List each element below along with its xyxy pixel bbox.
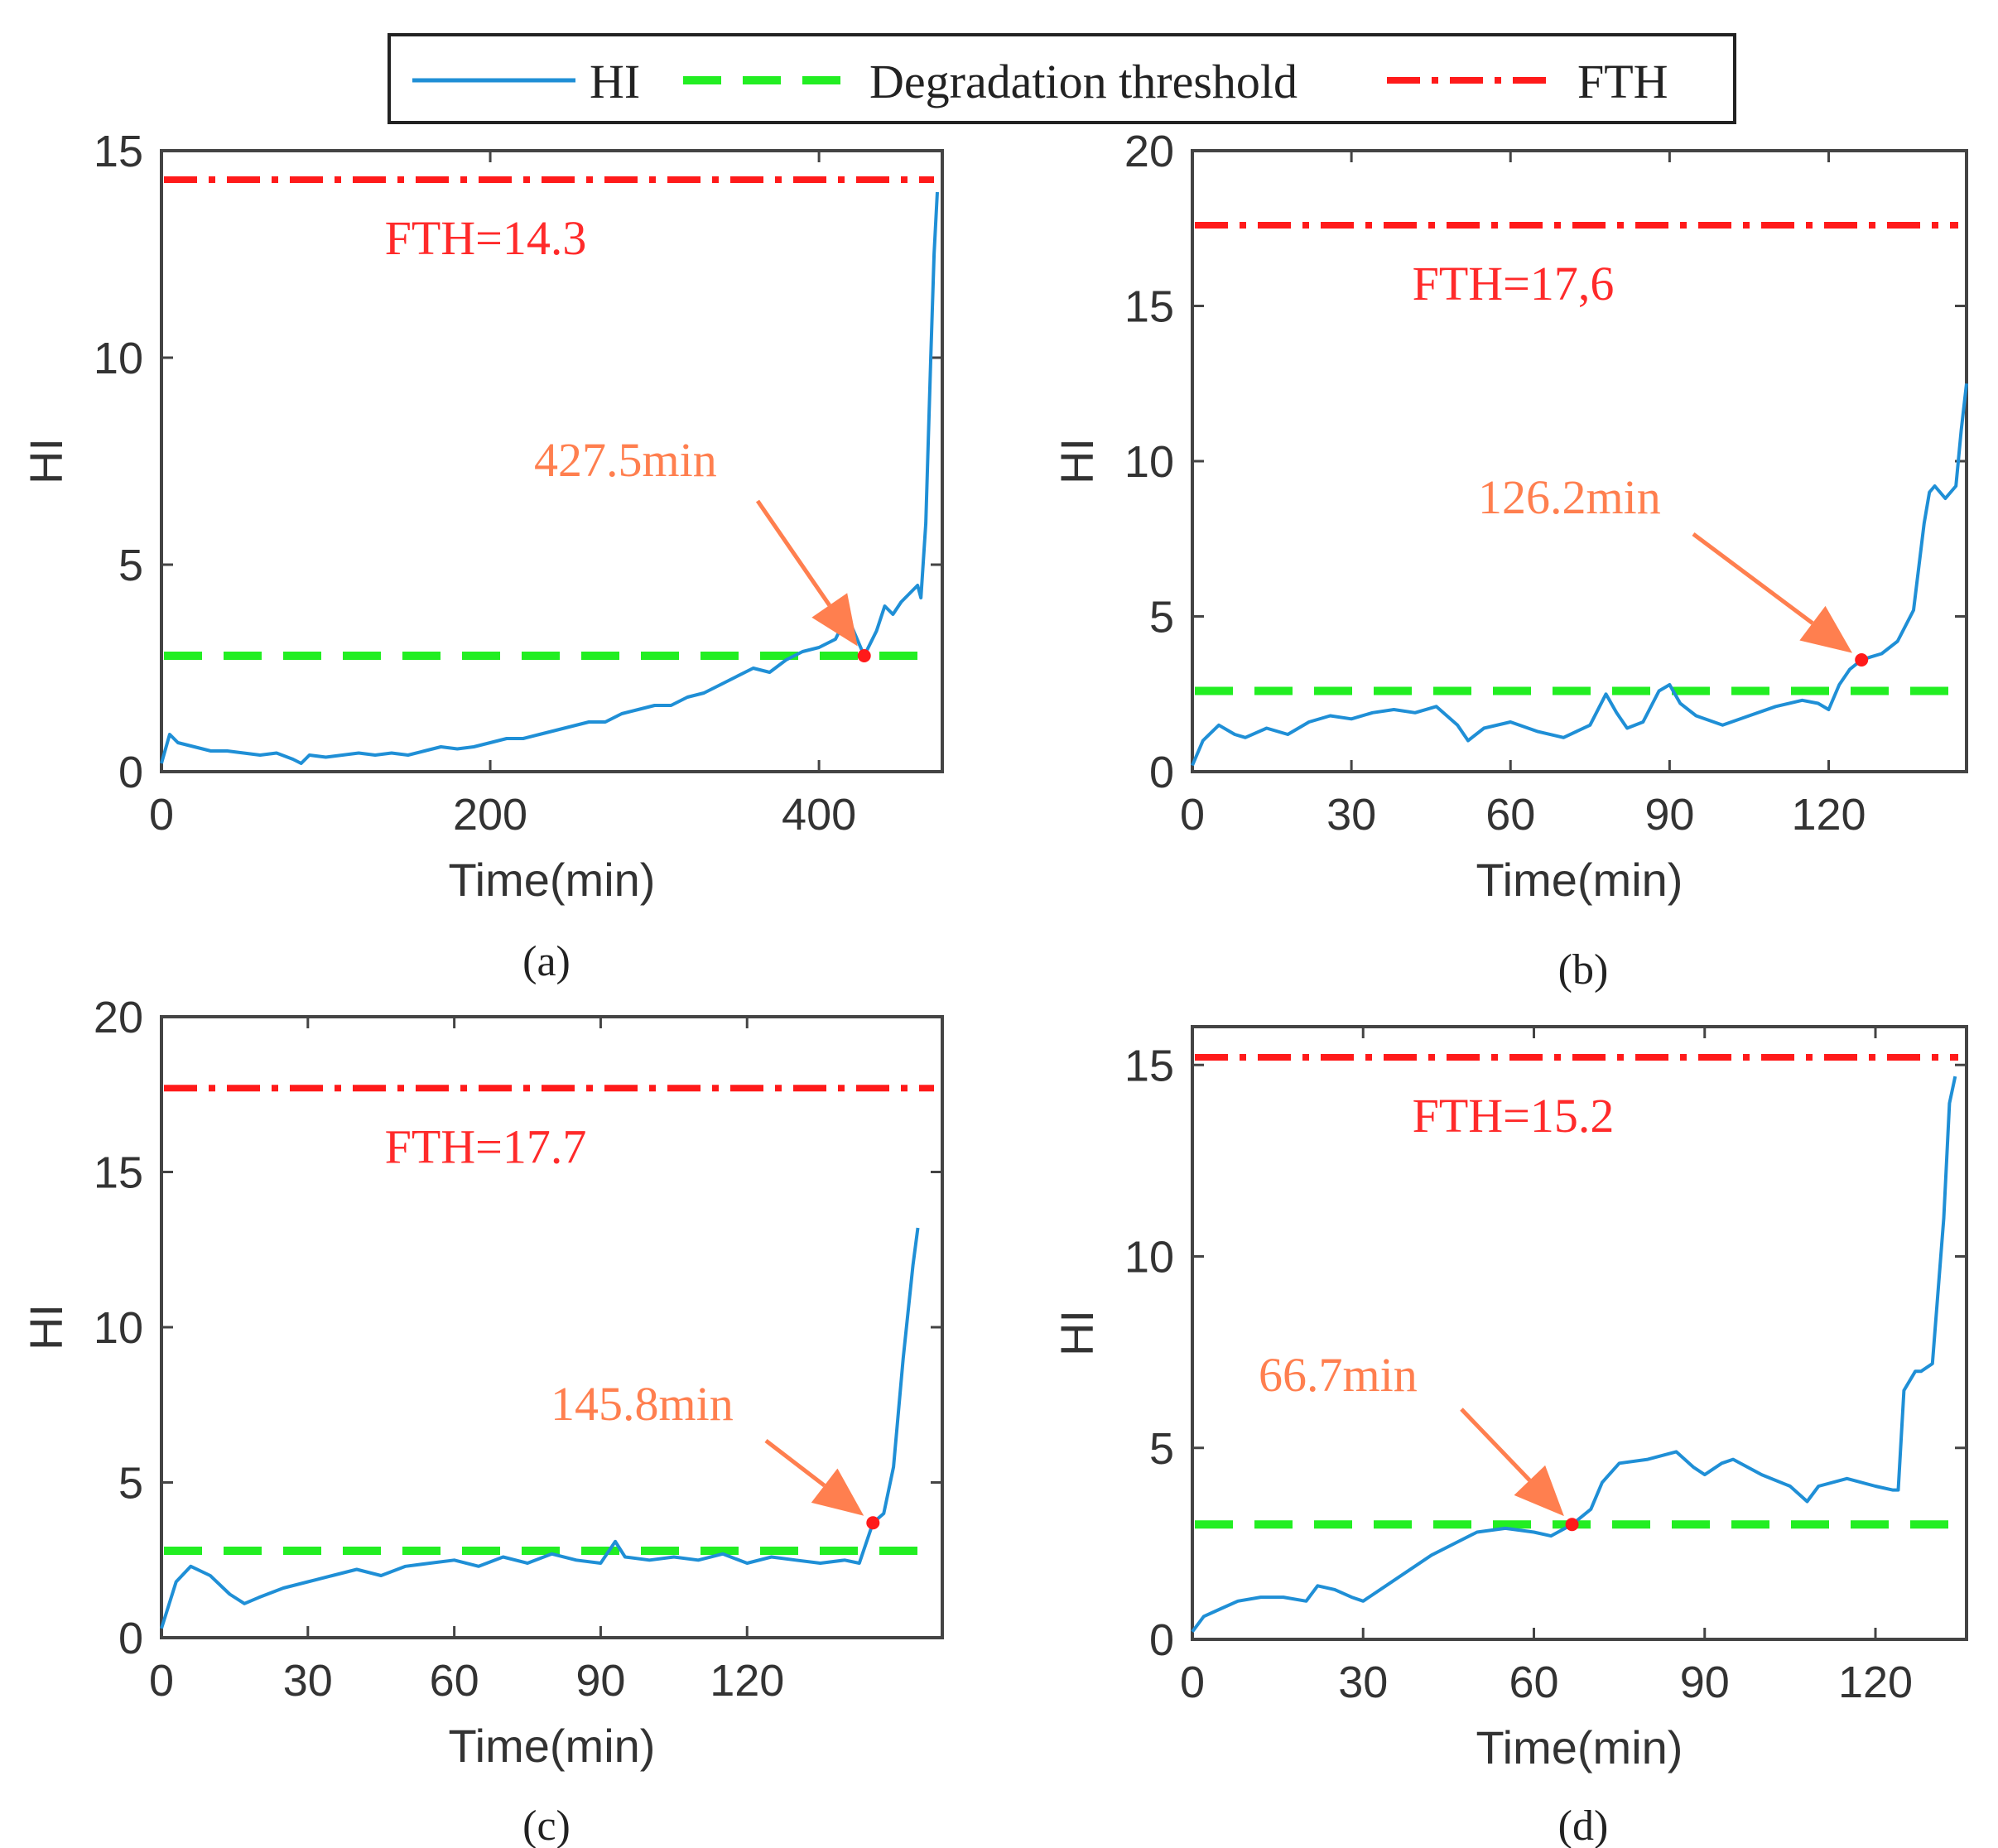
x-tick-label-a: 200 <box>453 790 527 840</box>
x-tick-label-d: 60 <box>1509 1658 1558 1707</box>
y-axis-label-b: HI <box>1051 438 1103 484</box>
hi-series-line-c <box>160 1227 920 1629</box>
y-tick-label-c: 5 <box>118 1459 143 1509</box>
fpt-marker-a <box>857 649 871 662</box>
y-tick-label-b: 10 <box>1124 437 1174 487</box>
y-tick-label-a: 0 <box>118 748 143 797</box>
fpt-arrow-shaft-d <box>1460 1408 1532 1482</box>
plot-area-c <box>160 1015 944 1639</box>
fpt-annotation-label-a: 427.5min <box>534 433 717 487</box>
y-tick-label-a: 10 <box>94 334 143 383</box>
panel-label-d: (d) <box>1558 1802 1609 1848</box>
fpt-annotation-label-c: 145.8min <box>551 1377 734 1431</box>
x-tick-label-c: 30 <box>283 1656 333 1706</box>
fpt-arrow-head-b <box>1799 605 1852 653</box>
y-axis-label-c: HI <box>20 1304 72 1350</box>
legend: HI Degradation threshold FTH <box>388 33 1736 124</box>
y-tick-label-c: 10 <box>94 1303 143 1353</box>
panel-label-c: (c) <box>522 1802 571 1848</box>
plot-area-b <box>1191 149 1968 773</box>
legend-fth-label: FTH <box>1577 55 1668 108</box>
x-tick-label-d: 0 <box>1180 1658 1205 1707</box>
chart-panel-c: (c) 0 30 60 90 120 0 5 10 15 20 Time(min) HI FTH=17.… <box>20 993 944 1848</box>
panel-label-b: (b) <box>1558 946 1609 994</box>
x-tick-label-c: 60 <box>430 1656 479 1706</box>
fpt-marker-b <box>1855 653 1869 667</box>
y-tick-label-d: 15 <box>1124 1041 1174 1090</box>
legend-box <box>388 33 1736 124</box>
legend-degradation-label: Degradation threshold <box>869 55 1297 108</box>
legend-hi-label: HI <box>590 55 640 108</box>
fpt-arrow-shaft-b <box>1692 532 1814 625</box>
fpt-annotation-label-d: 66.7min <box>1259 1348 1418 1402</box>
y-tick-label-c: 15 <box>94 1148 143 1198</box>
plot-area-a <box>160 149 944 773</box>
x-axis-label-c: Time(min) <box>449 1720 656 1772</box>
fpt-arrow-head-d <box>1514 1465 1564 1517</box>
panel-label-a: (a) <box>522 938 571 985</box>
x-tick-label-b: 0 <box>1180 790 1205 840</box>
fpt-arrow-shaft-c <box>764 1439 826 1488</box>
y-tick-label-d: 10 <box>1124 1233 1174 1283</box>
x-tick-label-d: 90 <box>1680 1658 1730 1707</box>
x-tick-label-c: 90 <box>575 1656 625 1706</box>
x-axis-label-d: Time(min) <box>1476 1721 1683 1773</box>
x-tick-label-b: 120 <box>1791 790 1866 840</box>
x-axis-label-a: Time(min) <box>449 854 656 906</box>
y-tick-label-c: 20 <box>94 993 143 1042</box>
y-tick-label-d: 0 <box>1149 1615 1174 1665</box>
hi-series-line-b <box>1191 383 1968 767</box>
fpt-arrow-head-c <box>811 1468 864 1516</box>
y-tick-label-a: 15 <box>94 127 143 176</box>
fpt-arrow-head-a <box>811 593 858 647</box>
x-tick-label-c: 120 <box>710 1656 784 1706</box>
fpt-marker-c <box>866 1516 880 1530</box>
fth-label-a: FTH=14.3 <box>385 211 587 265</box>
y-tick-label-b: 5 <box>1149 593 1174 642</box>
x-tick-label-a: 400 <box>782 790 856 840</box>
fpt-arrow-shaft-a <box>755 499 831 607</box>
y-axis-label-d: HI <box>1051 1310 1103 1356</box>
y-axis-label-a: HI <box>20 438 72 484</box>
fth-label-d: FTH=15.2 <box>1413 1089 1615 1143</box>
chart-panel-b: (b) 0 30 60 90 120 0 5 10 15 20 Time(min) HI FTH=17,… <box>1051 127 1968 994</box>
y-tick-label-a: 5 <box>118 541 143 590</box>
fth-label-b: FTH=17,6 <box>1413 257 1615 310</box>
fpt-annotation-label-b: 126.2min <box>1478 470 1661 524</box>
x-axis-label-b: Time(min) <box>1476 854 1683 906</box>
plot-area-d <box>1191 1025 1968 1641</box>
x-tick-label-b: 60 <box>1485 790 1535 840</box>
x-tick-label-c: 0 <box>149 1656 174 1706</box>
y-tick-label-b: 15 <box>1124 282 1174 332</box>
y-tick-label-c: 0 <box>118 1614 143 1663</box>
x-tick-label-a: 0 <box>149 790 174 840</box>
hi-series-line-a <box>160 191 939 765</box>
fpt-marker-d <box>1565 1518 1579 1532</box>
hi-series-line-d <box>1191 1076 1957 1633</box>
y-tick-label-b: 20 <box>1124 127 1174 176</box>
y-tick-label-d: 5 <box>1149 1424 1174 1474</box>
chart-panel-a: (a) 0 200 400 0 5 10 15 Time(min) HI FTH=14.3 427.… <box>20 127 944 985</box>
x-tick-label-d: 30 <box>1338 1658 1388 1707</box>
x-tick-label-b: 30 <box>1326 790 1376 840</box>
chart-panel-d: (d) 0 30 60 90 120 0 5 10 15 Time(min) HI FTH=15.2 6… <box>1051 1025 1968 1848</box>
fth-label-c: FTH=17.7 <box>385 1119 587 1173</box>
x-tick-label-b: 90 <box>1644 790 1694 840</box>
y-tick-label-b: 0 <box>1149 748 1174 797</box>
x-tick-label-d: 120 <box>1838 1658 1913 1707</box>
